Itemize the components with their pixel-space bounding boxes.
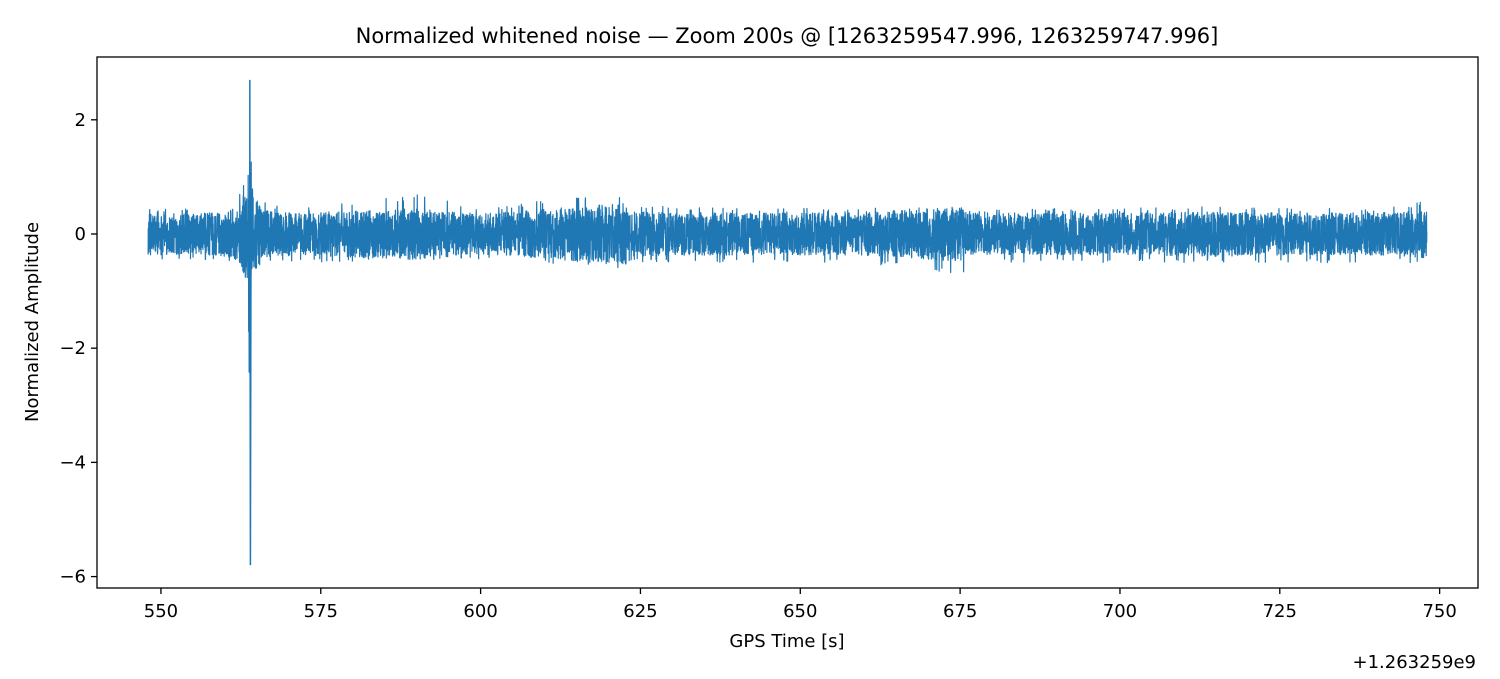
glitch-spike <box>249 79 252 566</box>
x-axis: 550 575 600 625 650 675 700 725 750 <box>144 588 1457 622</box>
x-offset-label: +1.263259e9 <box>1353 652 1477 673</box>
y-tick-label: −2 <box>59 338 86 359</box>
x-tick-label: 625 <box>623 601 657 622</box>
plot-frame <box>96 56 1479 589</box>
x-tick-label: 725 <box>1263 601 1297 622</box>
y-tick-label: −4 <box>59 452 86 473</box>
y-axis: −6 −4 −2 0 2 <box>59 110 97 588</box>
x-tick-label: 550 <box>144 601 178 622</box>
noise-series-line <box>147 161 1428 373</box>
chart-title: Normalized whitened noise — Zoom 200s @ … <box>356 24 1219 48</box>
x-tick-label: 650 <box>783 601 817 622</box>
y-tick-label: −6 <box>59 567 86 588</box>
x-axis-label: GPS Time [s] <box>729 631 844 652</box>
x-tick-label: 750 <box>1422 601 1456 622</box>
plot-area <box>147 79 1428 566</box>
y-axis-label: Normalized Amplitude <box>22 222 43 422</box>
x-tick-label: 675 <box>943 601 977 622</box>
y-tick-label: 2 <box>75 110 86 131</box>
x-tick-label: 575 <box>304 601 338 622</box>
y-tick-label: 0 <box>75 224 86 245</box>
x-tick-label: 700 <box>1103 601 1137 622</box>
x-tick-label: 600 <box>463 601 497 622</box>
